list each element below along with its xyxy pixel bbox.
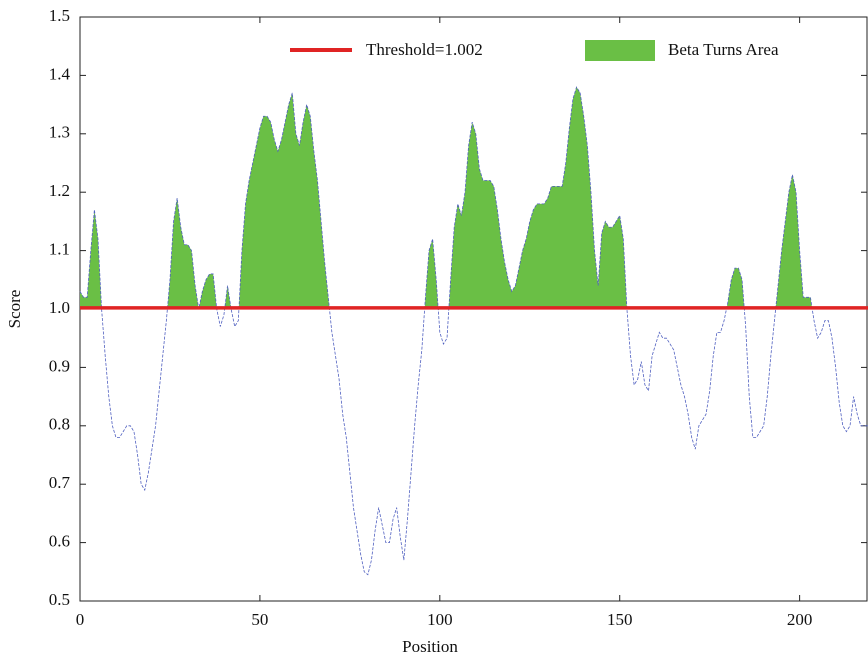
y-axis-label: Score	[5, 290, 24, 329]
y-tick-label: 1.1	[49, 240, 70, 259]
x-tick-label: 100	[427, 610, 453, 629]
beta-turns-area	[80, 87, 868, 308]
legend-threshold-label: Threshold=1.002	[366, 40, 483, 59]
x-tick-label: 0	[76, 610, 85, 629]
y-tick-label: 0.8	[49, 415, 70, 434]
x-tick-label: 50	[251, 610, 268, 629]
x-axis-label: Position	[402, 637, 458, 656]
y-tick-label: 1.0	[49, 298, 70, 317]
legend-area-swatch	[585, 40, 655, 61]
y-tick-label: 0.7	[49, 473, 71, 492]
x-tick-label: 200	[787, 610, 813, 629]
y-tick-label: 1.2	[49, 181, 70, 200]
y-tick-label: 0.5	[49, 590, 70, 609]
y-tick-label: 0.6	[49, 532, 70, 551]
y-tick-label: 1.3	[49, 123, 70, 142]
x-tick-label: 150	[607, 610, 633, 629]
y-tick-label: 1.4	[49, 64, 71, 83]
score-line	[79, 86, 868, 576]
legend-area-label: Beta Turns Area	[668, 40, 779, 59]
y-tick-label: 1.5	[49, 6, 70, 25]
y-tick-label: 0.9	[49, 356, 70, 375]
